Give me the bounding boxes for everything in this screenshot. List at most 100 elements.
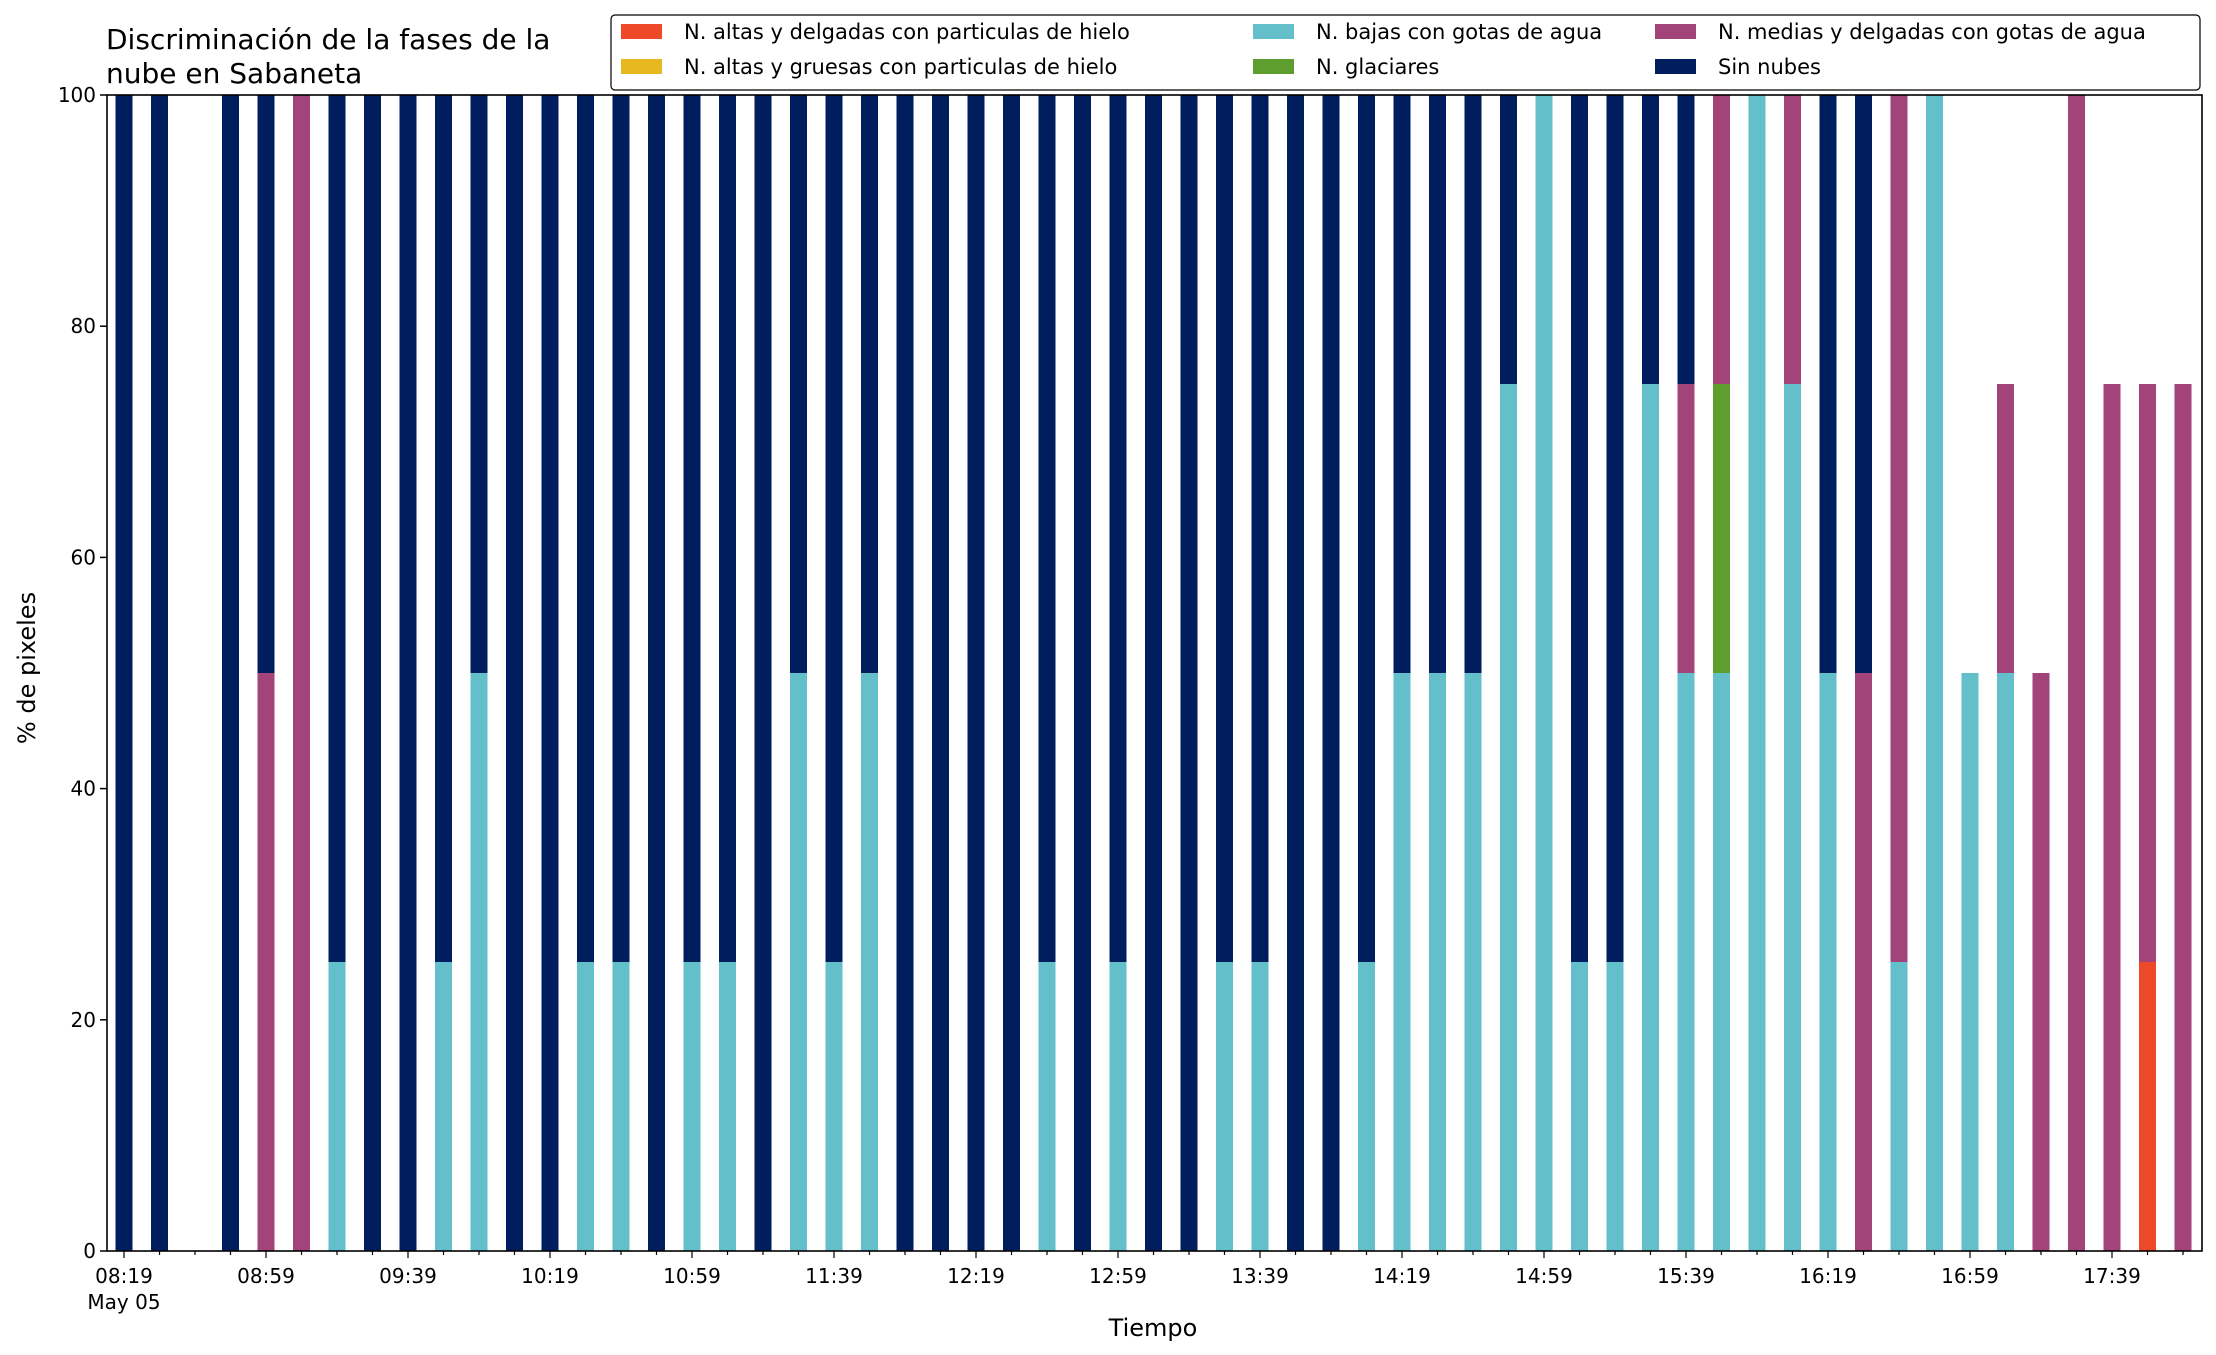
bar-segment-30-5	[1180, 95, 1198, 1251]
x-tick-label-14: 17:39	[2083, 1264, 2141, 1288]
bar-segment-16-2	[683, 962, 701, 1251]
bar-segment-39-2	[1500, 384, 1517, 1251]
bar-segment-14-5	[612, 95, 630, 962]
bar-segment-19-5	[790, 95, 807, 673]
bar-segment-58-4	[2174, 384, 2192, 1251]
bar-segment-6-5	[328, 95, 346, 962]
bar-segment-42-5	[1606, 95, 1624, 962]
bar-segment-41-2	[1571, 962, 1588, 1251]
bar-segment-45-3	[1713, 384, 1730, 673]
legend-frame	[610, 14, 2201, 91]
bar-segment-7-5	[364, 95, 381, 1251]
bars-layer	[115, 95, 2192, 1251]
bar-segment-24-5	[967, 95, 985, 1251]
bar-segment-32-2	[1251, 962, 1269, 1251]
bar-segment-4-5	[257, 95, 275, 673]
bar-segment-44-4	[1677, 384, 1695, 673]
y-axis: 0 20 40 60 80 100	[58, 83, 107, 1263]
bar-segment-33-5	[1287, 95, 1304, 1251]
bar-segment-8-5	[399, 95, 417, 1251]
x-axis: 08:19 08:59 09:39 10:19 10:59 11:39 12:19 12:59…	[87, 1251, 2184, 1314]
legend-swatch-4	[1655, 24, 1696, 39]
legend-swatch-5	[1655, 59, 1696, 74]
legend-label-3: N. glaciares	[1316, 55, 1439, 79]
y-tick-label-0: 0	[83, 1239, 96, 1263]
bar-segment-28-2	[1109, 962, 1127, 1251]
bar-segment-46-2	[1748, 95, 1766, 1251]
bar-segment-55-4	[2068, 95, 2085, 1251]
bar-segment-10-2	[470, 673, 488, 1251]
bar-segment-43-5	[1642, 95, 1659, 384]
bar-segment-19-2	[790, 673, 807, 1251]
bar-segment-13-5	[577, 95, 594, 962]
legend-label-0: N. altas y delgadas con particulas de hi…	[684, 20, 1130, 44]
bar-segment-6-2	[328, 962, 346, 1251]
legend-label-2: N. bajas con gotas de agua	[1316, 20, 1602, 44]
bar-segment-10-5	[470, 95, 488, 673]
y-tick-label-3: 60	[71, 545, 96, 569]
bar-segment-40-2	[1535, 95, 1553, 1251]
x-tick-label-4: 10:59	[663, 1264, 721, 1288]
chart-title-line1: Discriminación de la fases de la	[106, 23, 550, 56]
bar-segment-29-5	[1145, 95, 1162, 1251]
bar-segment-15-5	[648, 95, 665, 1251]
x-tick-label-13: 16:59	[1941, 1264, 1999, 1288]
bar-segment-22-5	[896, 95, 914, 1251]
bar-segment-35-2	[1358, 962, 1375, 1251]
y-tick-label-1: 20	[71, 1008, 96, 1032]
legend-swatch-3	[1253, 59, 1294, 74]
bar-segment-25-5	[1003, 95, 1020, 1251]
bar-segment-17-2	[719, 962, 736, 1251]
bar-segment-26-5	[1038, 95, 1056, 962]
bar-segment-49-5	[1855, 95, 1872, 673]
bar-segment-45-2	[1713, 673, 1730, 1251]
bar-segment-52-2	[1961, 673, 1979, 1251]
bar-segment-9-5	[435, 95, 452, 962]
bar-segment-38-5	[1464, 95, 1482, 673]
bar-segment-57-0	[2139, 962, 2156, 1251]
bar-segment-45-4	[1713, 95, 1730, 384]
bar-segment-5-4	[293, 95, 310, 1251]
legend-label-4: N. medias y delgadas con gotas de agua	[1718, 20, 2146, 44]
x-tick-label-2: 09:39	[379, 1264, 437, 1288]
legend-swatch-1	[621, 59, 662, 74]
bar-segment-39-5	[1500, 95, 1517, 384]
bar-segment-4-4	[257, 673, 275, 1251]
x-tick-label-12: 16:19	[1799, 1264, 1857, 1288]
bar-segment-50-2	[1890, 962, 1908, 1251]
bar-segment-11-5	[506, 95, 523, 1251]
bar-segment-31-5	[1216, 95, 1233, 962]
x-tick-label-11: 15:39	[1657, 1264, 1715, 1288]
bar-segment-48-2	[1819, 673, 1837, 1251]
bar-segment-9-2	[435, 962, 452, 1251]
bar-segment-43-2	[1642, 384, 1659, 1251]
chart-title-line2: nube en Sabaneta	[106, 57, 362, 90]
bar-segment-47-2	[1784, 384, 1801, 1251]
bar-segment-50-4	[1890, 95, 1908, 962]
bar-segment-28-5	[1109, 95, 1127, 962]
y-axis-label: % de pixeles	[13, 592, 41, 744]
bar-segment-32-5	[1251, 95, 1269, 962]
bar-segment-37-5	[1429, 95, 1446, 673]
x-tick-label-1: 08:59	[237, 1264, 295, 1288]
bar-segment-53-4	[1997, 384, 2014, 673]
bar-segment-35-5	[1358, 95, 1375, 962]
x-tick-label-8: 13:39	[1231, 1264, 1289, 1288]
x-axis-label: Tiempo	[1108, 1314, 1198, 1342]
bar-segment-48-5	[1819, 95, 1837, 673]
bar-segment-12-5	[541, 95, 559, 1251]
plot-area	[106, 94, 2203, 1252]
x-tick-label-10: 14:59	[1515, 1264, 1573, 1288]
bar-segment-13-2	[577, 962, 594, 1251]
legend-label-5: Sin nubes	[1718, 55, 1821, 79]
bar-segment-23-5	[932, 95, 949, 1251]
legend-label-1: N. altas y gruesas con particulas de hie…	[684, 55, 1117, 79]
x-tick-label-0: 08:19	[95, 1264, 153, 1288]
bar-segment-36-5	[1393, 95, 1411, 673]
bar-segment-1-5	[151, 95, 168, 1251]
bar-segment-21-2	[861, 673, 878, 1251]
bar-segment-26-2	[1038, 962, 1056, 1251]
x-tick-sublabel: May 05	[87, 1290, 160, 1314]
bar-segment-3-5	[222, 95, 239, 1251]
bar-segment-57-4	[2139, 384, 2156, 962]
